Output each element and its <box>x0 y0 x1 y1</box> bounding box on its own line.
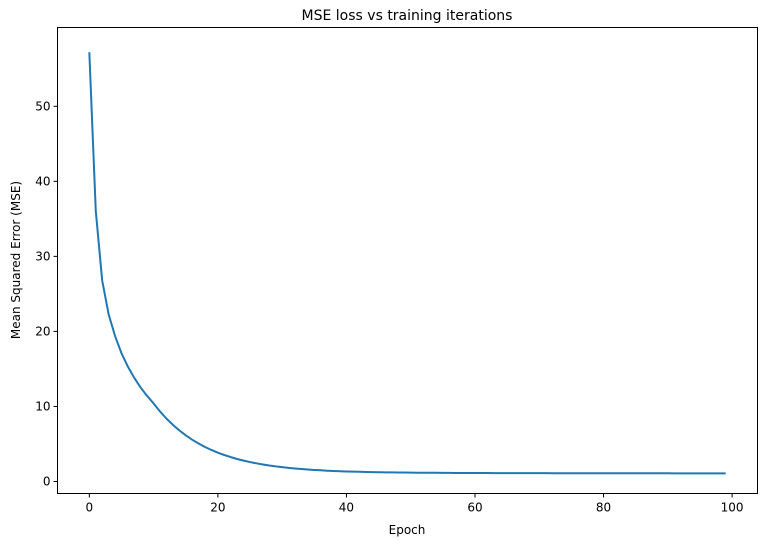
y-tick-label: 30 <box>35 249 50 263</box>
x-tick-label: 0 <box>85 501 93 515</box>
x-tick-label: 20 <box>210 501 225 515</box>
x-tick-label: 60 <box>467 501 482 515</box>
chart-title: MSE loss vs training iterations <box>302 8 513 24</box>
y-tick-label: 50 <box>35 99 50 113</box>
axes-frame <box>57 27 758 494</box>
x-axis-label: Epoch <box>389 523 426 537</box>
x-tick-label: 40 <box>339 501 354 515</box>
y-tick-label: 20 <box>35 324 50 338</box>
series-line <box>88 52 726 475</box>
y-tick-label: 0 <box>43 474 51 488</box>
y-tick-label: 10 <box>35 399 50 413</box>
x-tick-label: 80 <box>596 501 611 515</box>
y-axis-label: Mean Squared Error (MSE) <box>9 181 23 339</box>
x-tick-label: 100 <box>721 501 744 515</box>
y-tick-label: 40 <box>35 174 50 188</box>
